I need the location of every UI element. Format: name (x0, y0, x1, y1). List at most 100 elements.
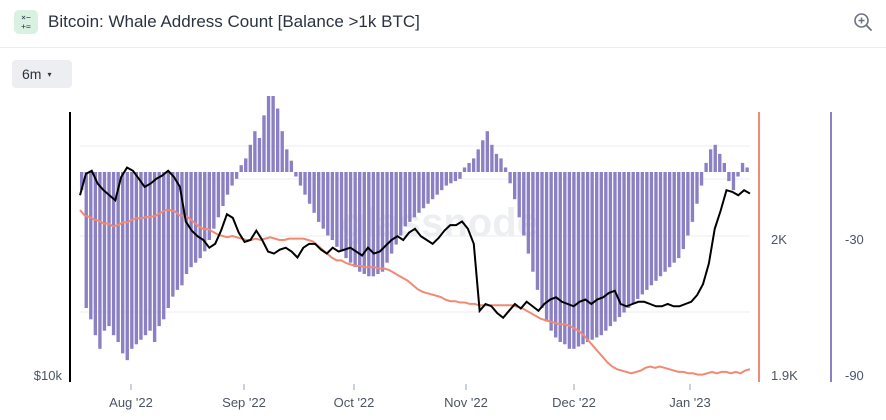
right-axis-2-tick-label: -90 (845, 368, 864, 383)
bar-mark (107, 172, 111, 327)
bar-mark (567, 172, 572, 349)
bar-mark (636, 172, 640, 299)
whale-count-line (79, 209, 751, 376)
bar-mark (595, 172, 599, 338)
bar-mark (412, 172, 417, 218)
icon-glyph-bottom: += (21, 22, 31, 31)
bar-mark (704, 162, 708, 172)
chart-svg[interactable]: glassnode $10k 2K 1.9K -30 -90 Aug '22 Sep '22 O… (0, 47, 886, 420)
bar-mark (608, 172, 613, 327)
bar-mark (408, 172, 412, 222)
bar-mark (740, 162, 745, 172)
bar-mark (248, 144, 252, 172)
bar-mark (239, 165, 243, 172)
bar-mark (435, 172, 439, 195)
bar-mark (134, 172, 139, 345)
bar-mark (271, 47, 275, 172)
bar-mark (522, 172, 526, 236)
chart-title: Bitcoin: Whale Address Count [Balance >1… (48, 12, 420, 31)
bar-mark (326, 172, 330, 236)
chart-area[interactable]: glassnode $10k 2K 1.9K -30 -90 Aug '22 Sep '22 O… (0, 47, 886, 420)
bar-mark (339, 172, 344, 252)
bar-mark (289, 160, 294, 172)
bar-mark (275, 108, 280, 172)
bar-mark (658, 172, 663, 277)
bar-mark (330, 172, 335, 240)
bar-mark (626, 172, 631, 308)
bar-mark (307, 172, 312, 204)
bar-mark (617, 172, 622, 318)
x-tick-label: Jan '23 (669, 395, 711, 410)
bar-mark (708, 149, 713, 172)
bar-mark (490, 144, 494, 172)
watermark-text: glassnode (341, 201, 539, 245)
bar-mark (599, 172, 603, 336)
bar-mark (558, 172, 562, 342)
bar-mark (458, 172, 462, 179)
time-range-label: 6m (22, 66, 42, 82)
bar-mark (631, 172, 635, 304)
bar-mark (257, 138, 262, 172)
bar-mark (358, 172, 362, 272)
bar-mark (622, 172, 626, 313)
bar-mark (171, 172, 175, 297)
bar-mark (485, 131, 490, 172)
bar-mark (125, 172, 129, 361)
bar-mark (312, 172, 316, 213)
time-range-dropdown[interactable]: 6m ▾ (12, 60, 72, 88)
bar-mark (718, 153, 722, 172)
x-tick-label: Nov '22 (444, 395, 488, 410)
bar-mark (699, 172, 704, 186)
bar-mark (421, 172, 426, 209)
bar-mark (298, 172, 303, 186)
bar-mark (207, 172, 211, 240)
bar-mark (695, 172, 699, 204)
bar-mark (476, 149, 480, 172)
x-tick-label: Aug '22 (109, 395, 153, 410)
bar-mark (640, 172, 644, 295)
bar-mark (294, 172, 298, 177)
bar-mark (526, 172, 531, 254)
bar-mark (367, 172, 371, 277)
bar-mark (672, 172, 676, 263)
bar-mark (677, 172, 681, 259)
chart-formula-icon: ×− += (14, 10, 38, 34)
bar-mark (80, 172, 84, 191)
bar-mark (517, 172, 521, 218)
bar-mark (590, 172, 594, 340)
bar-mark (512, 172, 517, 200)
bar-mark (449, 172, 453, 184)
bar-mark (585, 172, 590, 342)
bar-mark (531, 172, 535, 272)
bar-mark (335, 172, 339, 247)
x-tick-label: Oct '22 (334, 395, 375, 410)
panel-header: ×− += Bitcoin: Whale Address Count [Bala… (0, 0, 886, 48)
bar-mark (230, 172, 234, 186)
bar-mark (467, 162, 471, 172)
bar-mark (175, 172, 180, 290)
bar-mark (731, 172, 736, 191)
bar-mark (234, 172, 239, 179)
bar-mark (462, 167, 467, 172)
bar-mark (508, 172, 512, 184)
zoom-in-icon[interactable] (852, 11, 874, 33)
bar-mark (481, 140, 485, 172)
bar-mark (344, 172, 348, 259)
bar-mark (266, 81, 271, 172)
x-tick-label: Sep '22 (222, 395, 266, 410)
bar-mark (180, 172, 184, 286)
bar-mark (681, 172, 685, 250)
bar-mark (362, 172, 366, 274)
bar-mark (417, 172, 421, 213)
bar-mark (111, 172, 116, 336)
bar-mark (139, 172, 143, 340)
left-axis-tick-label: $10k (34, 368, 63, 383)
bar-mark (535, 172, 540, 290)
price-line (79, 166, 751, 320)
bar-mark (280, 131, 284, 172)
bar-mark (576, 172, 581, 347)
bar-mark (166, 172, 170, 308)
bar-mark (253, 131, 257, 172)
right-axis-1-tick-label: 1.9K (771, 368, 798, 383)
chevron-down-icon: ▾ (47, 70, 52, 79)
